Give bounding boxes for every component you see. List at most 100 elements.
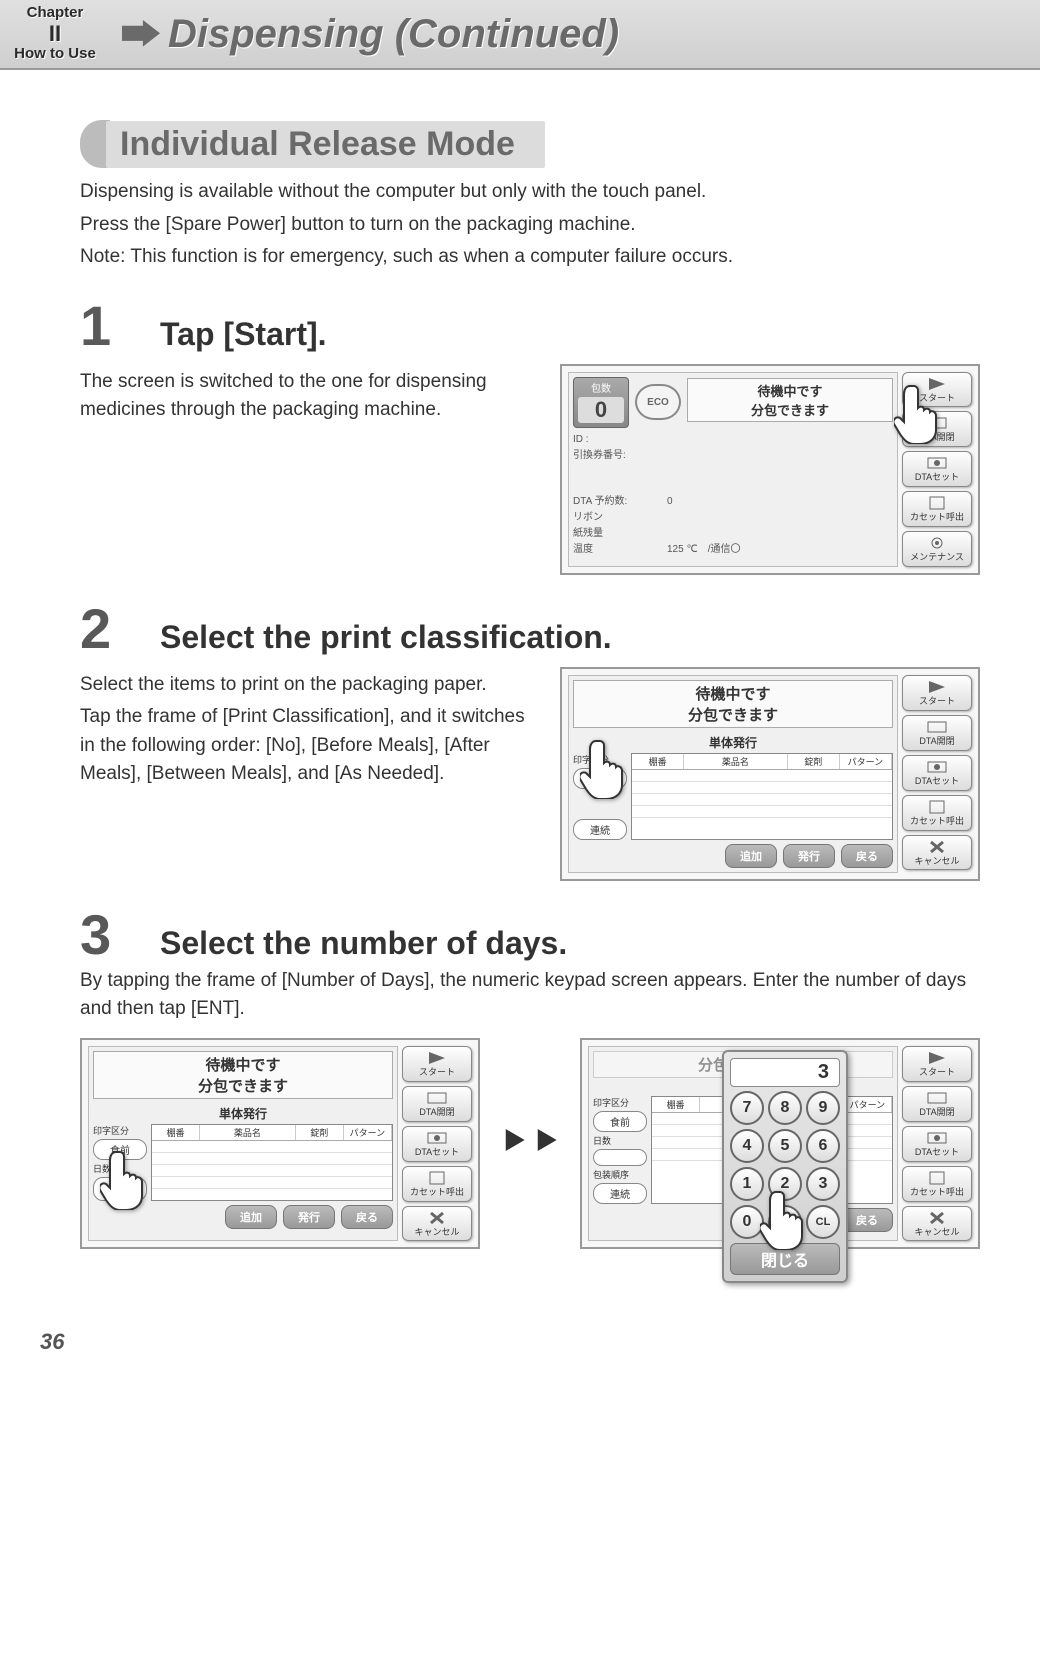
single-issue-title: 単体発行: [573, 732, 893, 753]
temp-value: 125 ℃: [667, 542, 698, 558]
chapter-box: Chapter II How to Use: [0, 1, 110, 66]
cassette-button[interactable]: カセット呼出: [902, 1166, 972, 1202]
dta-set-button[interactable]: DTAセット: [902, 1126, 972, 1162]
comm-value: /通信〇: [708, 542, 741, 558]
cassette-button[interactable]: カセット呼出: [402, 1166, 472, 1202]
cassette-button[interactable]: カセット呼出: [902, 795, 972, 831]
col-tablet: 錠剤: [296, 1125, 344, 1140]
start-button[interactable]: スタート: [902, 372, 972, 408]
issue-button[interactable]: 発行: [283, 1205, 335, 1229]
add-button[interactable]: 追加: [725, 844, 777, 868]
print-class-label: 印字区分: [593, 1096, 647, 1109]
cassette-label: カセット呼出: [910, 1188, 964, 1198]
key-7[interactable]: 7: [730, 1091, 764, 1125]
cancel-label: キャンセル: [914, 1228, 959, 1238]
continuous-value[interactable]: 連続: [573, 819, 627, 840]
dta-open-label: DTA開閉: [919, 433, 954, 443]
key-9[interactable]: 9: [806, 1091, 840, 1125]
back-button[interactable]: 戻る: [841, 844, 893, 868]
key-1[interactable]: 1: [730, 1167, 764, 1201]
col-shelf: 棚番: [152, 1125, 200, 1140]
col-pattern: パターン: [344, 1125, 392, 1140]
drug-table: 棚番 薬品名 錠剤 パターン: [631, 753, 893, 840]
cancel-label: キャンセル: [414, 1228, 459, 1238]
intro-line-2: Press the [Spare Power] button to turn o…: [80, 211, 980, 240]
step-1-number: 1: [80, 298, 130, 354]
days-value[interactable]: 0: [93, 1177, 147, 1201]
dta-set-button[interactable]: DTAセット: [902, 755, 972, 791]
add-button[interactable]: 追加: [225, 1205, 277, 1229]
days-label: 日数: [593, 1134, 647, 1147]
start-button-label: スタート: [919, 697, 955, 707]
dta-set-button[interactable]: DTAセット: [902, 451, 972, 487]
step-1: 1 Tap [Start]. The screen is switched to…: [80, 298, 980, 575]
dta-set-label: DTAセット: [915, 777, 959, 787]
cancel-button[interactable]: キャンセル: [402, 1206, 472, 1242]
status-banner: 待機中です 分包できます: [687, 378, 893, 422]
eco-icon: ECO: [635, 384, 681, 420]
dta-set-label: DTAセット: [415, 1148, 459, 1158]
chapter-sub: How to Use: [0, 46, 110, 63]
key-3[interactable]: 3: [806, 1167, 840, 1201]
key-2[interactable]: 2: [768, 1167, 802, 1201]
dta-res-value: 0: [667, 494, 673, 510]
id-label: ID :: [573, 432, 663, 448]
keypad-close-button[interactable]: 閉じる: [730, 1243, 840, 1275]
print-class-value[interactable]: 食前: [93, 1139, 147, 1160]
dta-open-button[interactable]: DTA開閉: [402, 1086, 472, 1122]
col-shelf: 棚番: [652, 1097, 700, 1112]
step-3: 3 Select the number of days. By tapping …: [80, 907, 980, 1249]
key-0[interactable]: 0: [730, 1205, 764, 1239]
status-rows: ID : 引換券番号: DTA 予約数:0 リボン 紙残量 温度125 ℃/通信…: [573, 432, 893, 558]
cancel-button[interactable]: キャンセル: [902, 835, 972, 871]
ribbon-label: リボン: [573, 510, 663, 526]
dta-open-button[interactable]: DTA開閉: [902, 411, 972, 447]
back-button[interactable]: 戻る: [841, 1208, 893, 1232]
start-button[interactable]: スタート: [402, 1046, 472, 1082]
start-button[interactable]: スタート: [902, 1046, 972, 1082]
print-class-value[interactable]: 食前: [593, 1111, 647, 1132]
key-cl[interactable]: CL: [806, 1205, 840, 1239]
key-ent[interactable]: ENT: [768, 1205, 802, 1239]
status-line-2: 分包できます: [688, 400, 892, 419]
maintenance-button[interactable]: メンテナンス: [902, 531, 972, 567]
chapter-label: Chapter: [0, 5, 110, 22]
key-6[interactable]: 6: [806, 1129, 840, 1163]
intro-line-3: Note: This function is for emergency, su…: [80, 243, 980, 272]
step-1-title: Tap [Start].: [160, 316, 327, 353]
package-count-label: 包数: [574, 380, 628, 395]
key-4[interactable]: 4: [730, 1129, 764, 1163]
temp-label: 温度: [573, 542, 663, 558]
col-shelf: 棚番: [632, 754, 684, 769]
section-heading: Individual Release Mode: [80, 120, 980, 168]
package-count-box: 包数 0: [573, 377, 629, 428]
status-line-1: 待機中です: [695, 686, 770, 703]
status-line-2: 分包できます: [688, 707, 778, 724]
cassette-button[interactable]: カセット呼出: [902, 491, 972, 527]
continuous-value[interactable]: 連続: [593, 1183, 647, 1204]
dta-open-button[interactable]: DTA開閉: [902, 1086, 972, 1122]
dta-set-label: DTAセット: [915, 1148, 959, 1158]
step-2-text-2: Tap the frame of [Print Classification],…: [80, 703, 536, 789]
print-class-value[interactable]: なし: [573, 768, 627, 789]
maintenance-label: メンテナンス: [910, 553, 964, 563]
issue-button[interactable]: 発行: [783, 844, 835, 868]
dta-open-label: DTA開閉: [919, 737, 954, 747]
intro-line-1: Dispensing is available without the comp…: [80, 178, 980, 207]
drug-table: 棚番 薬品名 錠剤 パターン: [151, 1124, 393, 1201]
days-value[interactable]: [593, 1149, 647, 1166]
cassette-label: カセット呼出: [910, 817, 964, 827]
dta-open-label: DTA開閉: [919, 1108, 954, 1118]
cancel-button[interactable]: キャンセル: [902, 1206, 972, 1242]
dta-open-button[interactable]: DTA開閉: [902, 715, 972, 751]
back-button[interactable]: 戻る: [341, 1205, 393, 1229]
status-banner: 待機中です 分包できます: [573, 680, 893, 728]
paper-label: 紙残量: [573, 526, 663, 542]
key-5[interactable]: 5: [768, 1129, 802, 1163]
step-3-title: Select the number of days.: [160, 925, 567, 962]
start-button[interactable]: スタート: [902, 675, 972, 711]
dta-set-button[interactable]: DTAセット: [402, 1126, 472, 1162]
dta-set-label: DTAセット: [915, 473, 959, 483]
page-number: 36: [40, 1329, 1040, 1355]
key-8[interactable]: 8: [768, 1091, 802, 1125]
